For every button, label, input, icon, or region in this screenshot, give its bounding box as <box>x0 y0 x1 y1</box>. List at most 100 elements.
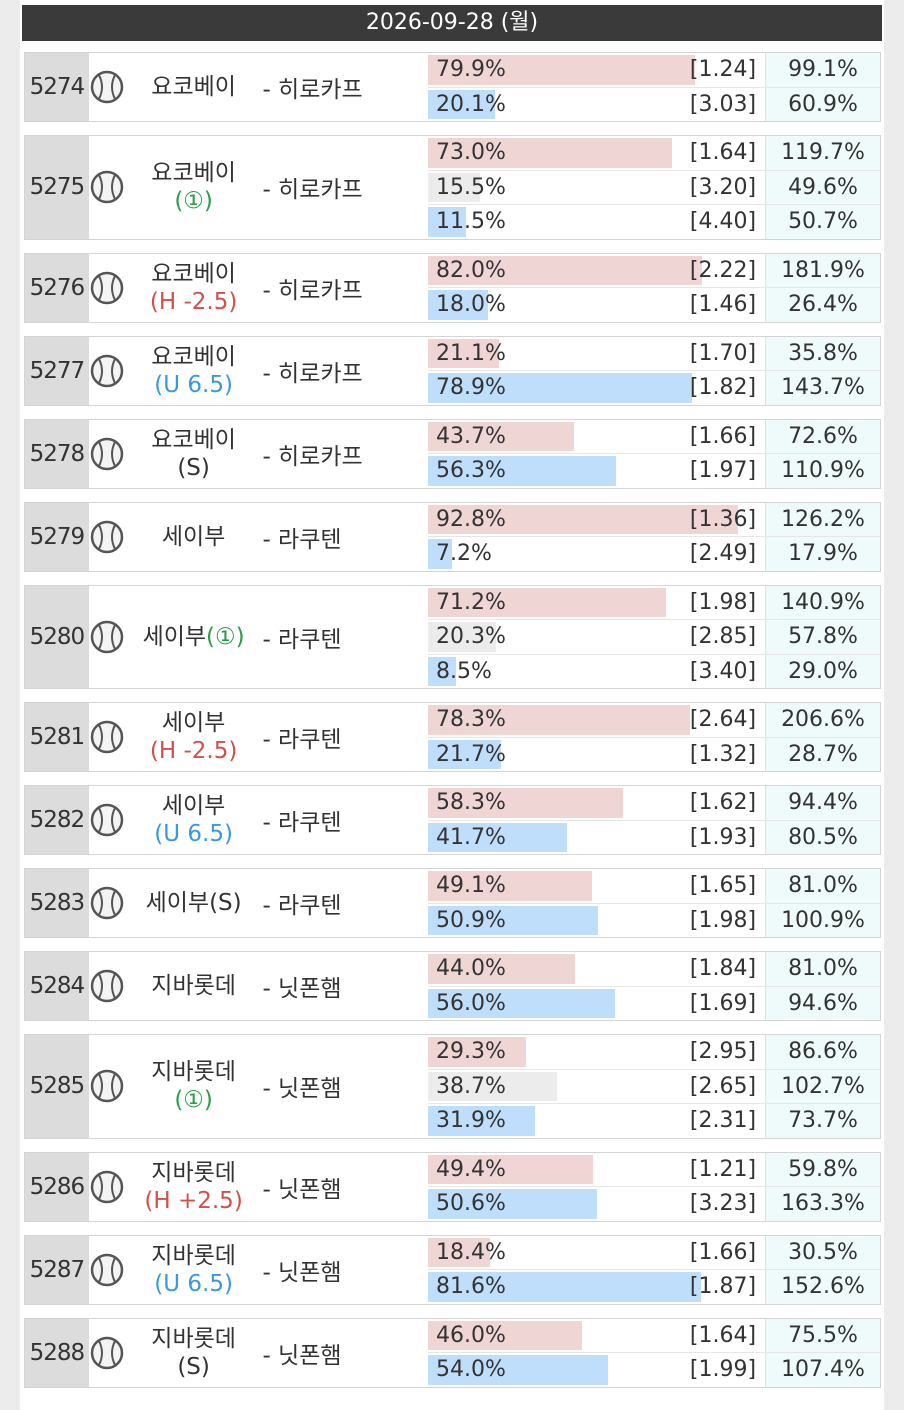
probability-bar <box>428 1272 701 1302</box>
baseball-icon <box>90 620 124 653</box>
probability: 43.7% <box>436 423 506 449</box>
probability: 81.6% <box>436 1274 506 1300</box>
probability-cell: 71.2% [1.98] <box>428 586 762 620</box>
odds: [1.99] <box>689 1357 757 1383</box>
return-rate: 163.3% <box>765 1187 880 1221</box>
odds-lines: 49.4% [1.21] 59.8% 50.6% [3.23] 163.3% <box>428 1152 880 1221</box>
odds-line: 20.3% [2.85] 57.8% <box>428 619 880 654</box>
return-rate: 94.6% <box>765 986 880 1020</box>
away-team: - 라쿠텐 <box>262 810 342 836</box>
probability-bar <box>428 988 616 1018</box>
odds-lines: 43.7% [1.66] 72.6% 56.3% [1.97] 110.9% <box>428 419 880 488</box>
return-rate: 72.6% <box>765 419 880 453</box>
probability: 18.0% <box>436 292 506 318</box>
probability-cell: 31.9% [2.31] <box>428 1104 762 1138</box>
away-team: - 닛폰햄 <box>262 1342 342 1369</box>
home-team-cell: 요코베이 (①) <box>125 136 263 239</box>
return-rate: 75.5% <box>765 1318 880 1352</box>
return-rate: 35.8% <box>765 336 880 370</box>
odds: [1.65] <box>689 873 757 899</box>
odds: [1.64] <box>689 140 757 166</box>
home-team: 지바롯데 <box>151 1159 236 1186</box>
icon-cell <box>89 136 125 239</box>
odds: [1.98] <box>689 907 757 933</box>
baseball-icon <box>90 70 124 104</box>
probability-cell: 8.5% [3.40] <box>428 655 762 689</box>
return-rate: 28.7% <box>765 737 880 771</box>
probability-bar <box>428 373 692 403</box>
handicap-tag: (H +2.5) <box>144 1187 243 1214</box>
match-row: 5275 요코베이 (①) - 히로카프 73.0% [1.64] 119.7% 15.5%[… <box>24 135 881 240</box>
baseball-icon <box>90 437 124 470</box>
probability-bar <box>428 138 672 168</box>
probability-cell: 29.3% [2.95] <box>428 1035 762 1069</box>
probability: 79.9% <box>436 57 506 83</box>
probability: 82.0% <box>436 257 506 283</box>
probability-cell: 38.7% [2.65] <box>428 1070 762 1104</box>
home-team: 지바롯데 <box>151 973 236 999</box>
home-team: 세이부 <box>161 523 226 550</box>
odds: [1.70] <box>689 340 757 366</box>
odds: [3.23] <box>689 1191 757 1217</box>
odds-line: 8.5% [3.40] 29.0% <box>428 653 880 689</box>
probability-bar <box>428 788 623 818</box>
probability-bar <box>428 705 690 735</box>
probability-bar <box>428 622 496 652</box>
probability: 56.3% <box>436 458 506 484</box>
away-team: - 닛폰햄 <box>262 1176 342 1203</box>
odds: [3.40] <box>689 658 757 684</box>
baseball-icon <box>90 886 124 920</box>
return-rate: 100.9% <box>765 903 880 937</box>
away-team: - 라쿠텐 <box>262 727 342 753</box>
baseball-icon <box>90 271 124 304</box>
odds-line: 71.2% [1.98] 140.9% <box>428 585 880 620</box>
odds-line: 29.3% [2.95] 86.6% <box>428 1035 880 1069</box>
probability-bar <box>428 456 617 486</box>
baseball-icon <box>90 1170 124 1203</box>
probability-cell: 50.9% [1.98] <box>428 904 762 938</box>
odds: [4.40] <box>689 209 757 235</box>
return-rate: 50.7% <box>765 205 880 239</box>
match-id: 5287 <box>25 1235 89 1304</box>
handicap-tag: (U 6.5) <box>154 821 233 847</box>
probability: 49.4% <box>436 1156 506 1182</box>
probability-cell: 18.4% [1.66] <box>428 1236 762 1270</box>
icon-cell <box>89 786 125 854</box>
odds-line: 43.7% [1.66] 72.6% <box>428 419 880 453</box>
probability-bar <box>428 1037 526 1067</box>
probability-cell: 92.8% [1.36] <box>428 503 762 537</box>
return-rate: 81.0% <box>765 869 880 903</box>
match-id: 5285 <box>25 1035 89 1138</box>
probability-bar <box>428 338 499 368</box>
home-team: 지바롯데 <box>151 1242 236 1269</box>
odds-lines: 79.9% [1.24] 99.1% 20.1% [3.03] 60.9% <box>428 53 880 121</box>
probability: 54.0% <box>436 1357 506 1383</box>
match-row: 5278 요코베이 (S) - 히로카프 43.7% [1.66] 72.6% 56.3% [1… <box>24 418 881 489</box>
probability: 71.2% <box>436 589 506 615</box>
match-row: 5277 요코베이 (U 6.5) - 히로카프 21.1% [1.70] 35.8% 78.… <box>24 335 881 406</box>
return-rate: 143.7% <box>765 371 880 405</box>
home-team-cell: 세이부 (U 6.5) <box>125 786 263 854</box>
icon-cell <box>89 1153 125 1221</box>
probability-cell: 20.3% [2.85] <box>428 620 762 654</box>
return-rate: 110.9% <box>765 454 880 488</box>
odds: [3.03] <box>689 91 757 117</box>
odds: [1.32] <box>689 741 757 767</box>
home-team-cell: 요코베이 (S) <box>125 420 263 488</box>
probability: 7.2% <box>436 541 492 567</box>
probability: 11.5% <box>436 209 506 235</box>
odds-lines: 73.0% [1.64] 119.7% 15.5% [3.20] 49.6% 11.5% [4… <box>428 136 880 239</box>
icon-cell <box>89 503 125 571</box>
odds: [1.66] <box>689 423 757 449</box>
home-team-cell: 세이부 (S) <box>125 869 263 937</box>
return-rate: 57.8% <box>765 620 880 654</box>
odds-line: 82.0% [2.22] 181.9% <box>428 253 880 287</box>
probability: 46.0% <box>436 1322 506 1348</box>
odds-line: 7.2% [2.49] 17.9% <box>428 536 880 571</box>
probability-bar <box>428 421 574 451</box>
return-rate: 26.4% <box>765 288 880 322</box>
odds: [2.65] <box>689 1073 757 1099</box>
handicap-tag: (S) <box>209 890 242 916</box>
match-row: 5284 지바롯데 - 닛폰햄 44.0% [1.84] 81.0% 56.0% [1.69]… <box>24 951 881 1021</box>
